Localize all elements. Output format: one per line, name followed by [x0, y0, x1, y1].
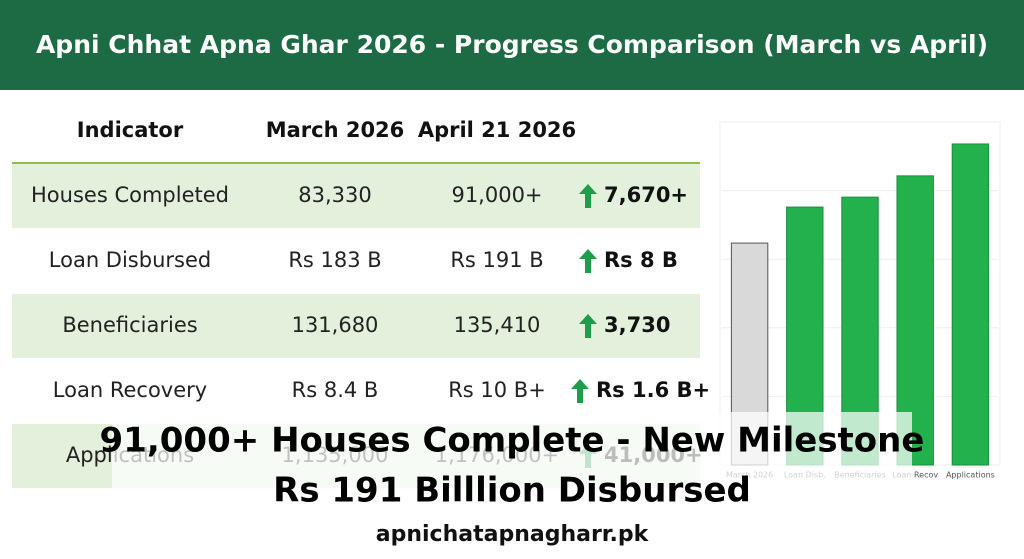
overlay-box: [112, 412, 912, 520]
header-title: Apni Chhat Apna Ghar 2026 - Progress Com…: [36, 30, 988, 59]
header-bar: [0, 0, 1024, 90]
up-arrow: [579, 249, 597, 273]
cell: Loan Recovery: [53, 378, 207, 402]
cell: 83,330: [298, 183, 371, 207]
up-arrow: [579, 314, 597, 338]
change-cell: 3,730: [604, 313, 670, 337]
cell: Rs 8.4 B: [292, 378, 379, 402]
change-cell: 7,670+: [604, 183, 688, 207]
website: apnichatapnagharr.pk: [376, 522, 650, 547]
change-cell: Rs 8 B: [604, 248, 678, 272]
cell: Loan Disbursed: [49, 248, 211, 272]
x-tick-label: Applications: [946, 471, 995, 480]
column-header: Indicator: [77, 118, 184, 142]
overlay-headline: 91,000+ Houses Complete - New Milestone: [100, 421, 925, 461]
overlay-subline: Rs 191 Billlion Disbursed: [273, 471, 751, 511]
bar: [951, 143, 990, 466]
cell: Rs 191 B: [450, 248, 543, 272]
cell: Rs 183 B: [288, 248, 381, 272]
cell: Houses Completed: [31, 183, 229, 207]
cell: 91,000+: [451, 183, 542, 207]
cell: 135,410: [454, 313, 541, 337]
up-arrow: [579, 184, 597, 208]
column-header: April 21 2026: [418, 118, 576, 142]
x-tick-label: Loan Recov: [892, 471, 938, 480]
up-arrow: [571, 379, 589, 403]
cell: Rs 10 B+: [448, 378, 546, 402]
column-header: March 2026: [266, 118, 405, 142]
change-cell: Rs 1.6 B+: [596, 378, 710, 402]
cell: 131,680: [292, 313, 379, 337]
cell: Beneficiaries: [62, 313, 197, 337]
